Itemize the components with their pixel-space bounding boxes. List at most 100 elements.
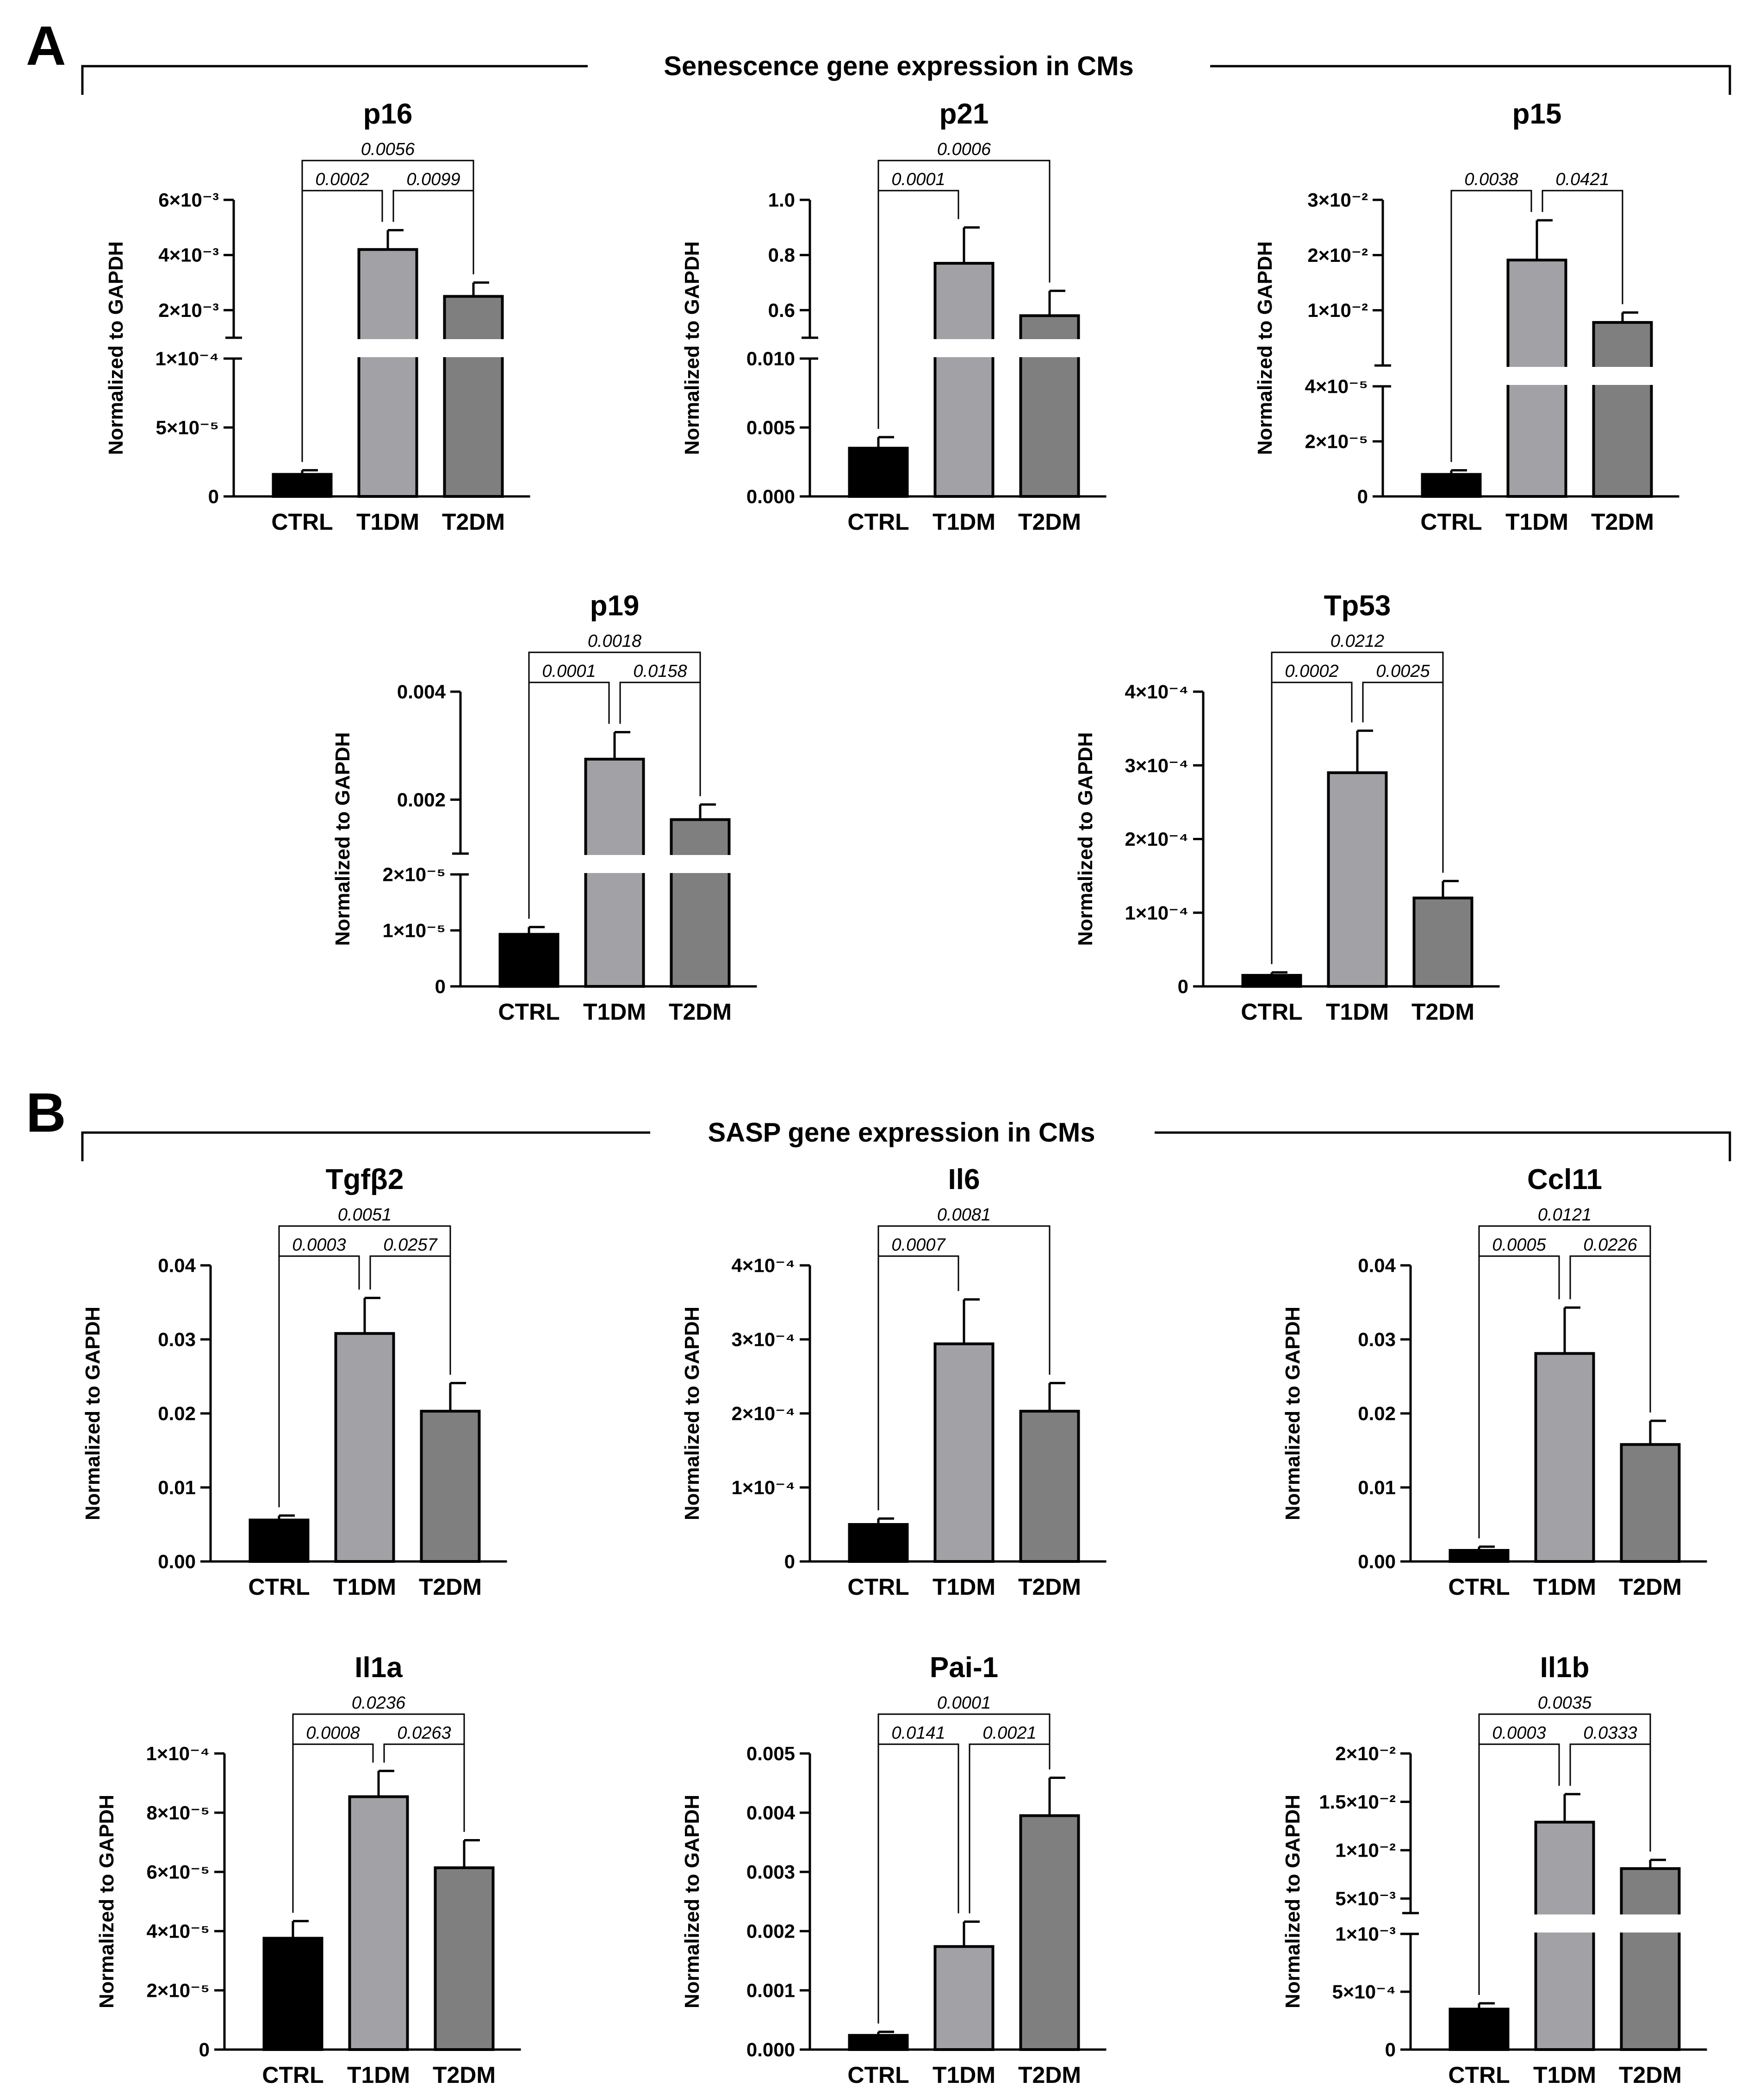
p-value-label: 0.0081	[937, 1205, 991, 1225]
y-tick-label: 5×10⁻⁵	[156, 417, 219, 439]
x-category-label: T1DM	[933, 1574, 995, 1600]
y-tick-label: 0	[1385, 2039, 1396, 2061]
section-title-A: Senescence gene expression in CMs	[664, 51, 1133, 81]
y-axis-label: Normalized to GAPDH	[331, 732, 354, 946]
x-category-label: CTRL	[1420, 509, 1482, 535]
x-category-label: T1DM	[1326, 999, 1389, 1025]
x-category-label: T1DM	[933, 2062, 995, 2088]
bar-ctrl	[1449, 2007, 1510, 2051]
p-value-label: 0.0236	[352, 1693, 406, 1713]
x-category-label: CTRL	[498, 999, 560, 1025]
chart-title: p21	[939, 98, 989, 130]
x-category-label: T1DM	[1533, 1574, 1596, 1600]
x-category-label: T2DM	[1018, 509, 1081, 535]
p-value-label: 0.0099	[406, 170, 460, 189]
bar-t1dm	[357, 248, 418, 498]
x-category-label: CTRL	[847, 509, 909, 535]
x-category-label: T1DM	[583, 999, 646, 1025]
bar-t2dm	[1019, 1814, 1080, 2051]
y-tick-label: 5×10⁻⁴	[1332, 1981, 1396, 2003]
significance-bracket	[1271, 651, 1444, 964]
y-axis-label: Normalized to GAPDH	[1074, 732, 1097, 946]
bar-t1dm	[1534, 1821, 1595, 2051]
bar-ctrl	[848, 1523, 909, 1563]
p-value-label: 0.0212	[1330, 632, 1384, 651]
chart-tp53: Tp53 Normalized to GAPDH 0 1×10⁻⁴ 2×10⁻⁴ 3×10…	[1074, 590, 1500, 1025]
bar-break-gap	[1532, 1914, 1598, 1933]
bar-break-gap	[582, 855, 647, 873]
chart-il1a: Il1a Normalized to GAPDH 0 2×10⁻⁵ 4×10⁻⁵ 6×10…	[95, 1652, 521, 2088]
p-value-label: 0.0421	[1555, 170, 1609, 189]
y-tick-label: 0.000	[746, 486, 795, 508]
chart-title: Tp53	[1324, 590, 1391, 622]
section-letter-B: B	[26, 1082, 66, 1144]
x-category-label: T1DM	[356, 509, 419, 535]
x-category-label: CTRL	[1448, 1574, 1510, 1600]
y-axis-label: Normalized to GAPDH	[681, 1795, 703, 2008]
y-tick-label: 4×10⁻⁵	[1305, 376, 1368, 397]
p-value-label: 0.0003	[292, 1235, 346, 1255]
p-value-label: 0.0003	[1492, 1723, 1546, 1743]
p-value-label: 0.0141	[891, 1723, 945, 1743]
bar-t2dm	[1620, 1867, 1681, 2051]
y-tick-label: 0.000	[746, 2039, 795, 2061]
bar-t1dm	[933, 262, 995, 498]
y-tick-label: 6×10⁻³	[158, 189, 219, 211]
bar-break-gap	[1504, 367, 1570, 385]
y-tick-label: 4×10⁻⁵	[147, 1920, 210, 1942]
bar-break-gap	[931, 339, 997, 357]
chart-title: Il1b	[1540, 1652, 1590, 1684]
section-B: B SASP gene expression in CMs	[26, 1082, 1731, 1161]
chart-ccl11: Ccl11 Normalized to GAPDH 0.00 0.01 0.02 0.03…	[1281, 1164, 1707, 1600]
bar-break-gap	[1617, 1914, 1683, 1933]
p-value-label: 0.0333	[1583, 1723, 1637, 1743]
y-tick-label: 2×10⁻⁴	[1125, 828, 1188, 850]
significance-bracket	[301, 160, 474, 462]
chart-title: Il1a	[354, 1652, 403, 1684]
y-axis-label: Normalized to GAPDH	[105, 241, 127, 455]
bar-t2dm	[1592, 321, 1653, 498]
bar-t1dm	[348, 1795, 409, 2051]
x-category-label: CTRL	[262, 2062, 323, 2088]
bar-break-gap	[667, 855, 733, 873]
y-tick-label: 0	[199, 2039, 210, 2061]
section-bracket-B	[81, 1131, 1731, 1161]
y-tick-label: 0.02	[158, 1403, 196, 1425]
chart-title: Il6	[948, 1164, 980, 1196]
bar-t1dm	[334, 1332, 395, 1563]
y-tick-label: 0	[435, 976, 446, 997]
bar-ctrl	[1421, 473, 1482, 498]
y-tick-label: 1×10⁻⁴	[155, 348, 219, 370]
significance-bracket	[877, 160, 1051, 429]
y-tick-label: 2×10⁻⁵	[383, 864, 446, 886]
x-category-label: T1DM	[933, 509, 995, 535]
bar-t1dm	[933, 1342, 995, 1563]
bar-ctrl	[249, 1518, 310, 1563]
y-axis-label: Normalized to GAPDH	[95, 1795, 118, 2008]
bar-t1dm	[933, 1945, 995, 2051]
p-value-label: 0.0007	[891, 1235, 946, 1255]
bar-t2dm	[1412, 896, 1473, 988]
y-tick-label: 6×10⁻⁵	[147, 1861, 210, 1883]
y-tick-label: 2×10⁻³	[158, 299, 219, 321]
y-tick-label: 2×10⁻²	[1307, 244, 1368, 266]
y-tick-label: 2×10⁻⁴	[731, 1403, 795, 1425]
y-tick-label: 0	[784, 1551, 795, 1573]
x-category-label: T1DM	[347, 2062, 410, 2088]
p-value-label: 0.0051	[338, 1205, 392, 1225]
y-tick-label: 0.001	[746, 1980, 795, 2001]
p-value-label: 0.0035	[1538, 1693, 1592, 1713]
y-tick-label: 4×10⁻⁴	[731, 1255, 795, 1276]
bar-ctrl	[848, 2034, 909, 2051]
x-category-label: T2DM	[669, 999, 732, 1025]
y-tick-label: 0.03	[1358, 1329, 1396, 1350]
y-tick-label: 1×10⁻³	[1335, 1923, 1396, 1945]
y-tick-label: 5×10⁻³	[1335, 1888, 1396, 1909]
chart-title: Ccl11	[1527, 1164, 1602, 1196]
y-tick-label: 0.6	[768, 299, 795, 321]
chart-il1b: Il1b Normalized to GAPDH 0 5×10⁻⁴ 1×10⁻³ 5×10…	[1281, 1652, 1707, 2088]
bar-t1dm	[1534, 1352, 1595, 1563]
chart-title: p16	[363, 98, 413, 130]
y-tick-label: 1×10⁻⁴	[146, 1743, 210, 1765]
x-category-label: T1DM	[333, 1574, 396, 1600]
